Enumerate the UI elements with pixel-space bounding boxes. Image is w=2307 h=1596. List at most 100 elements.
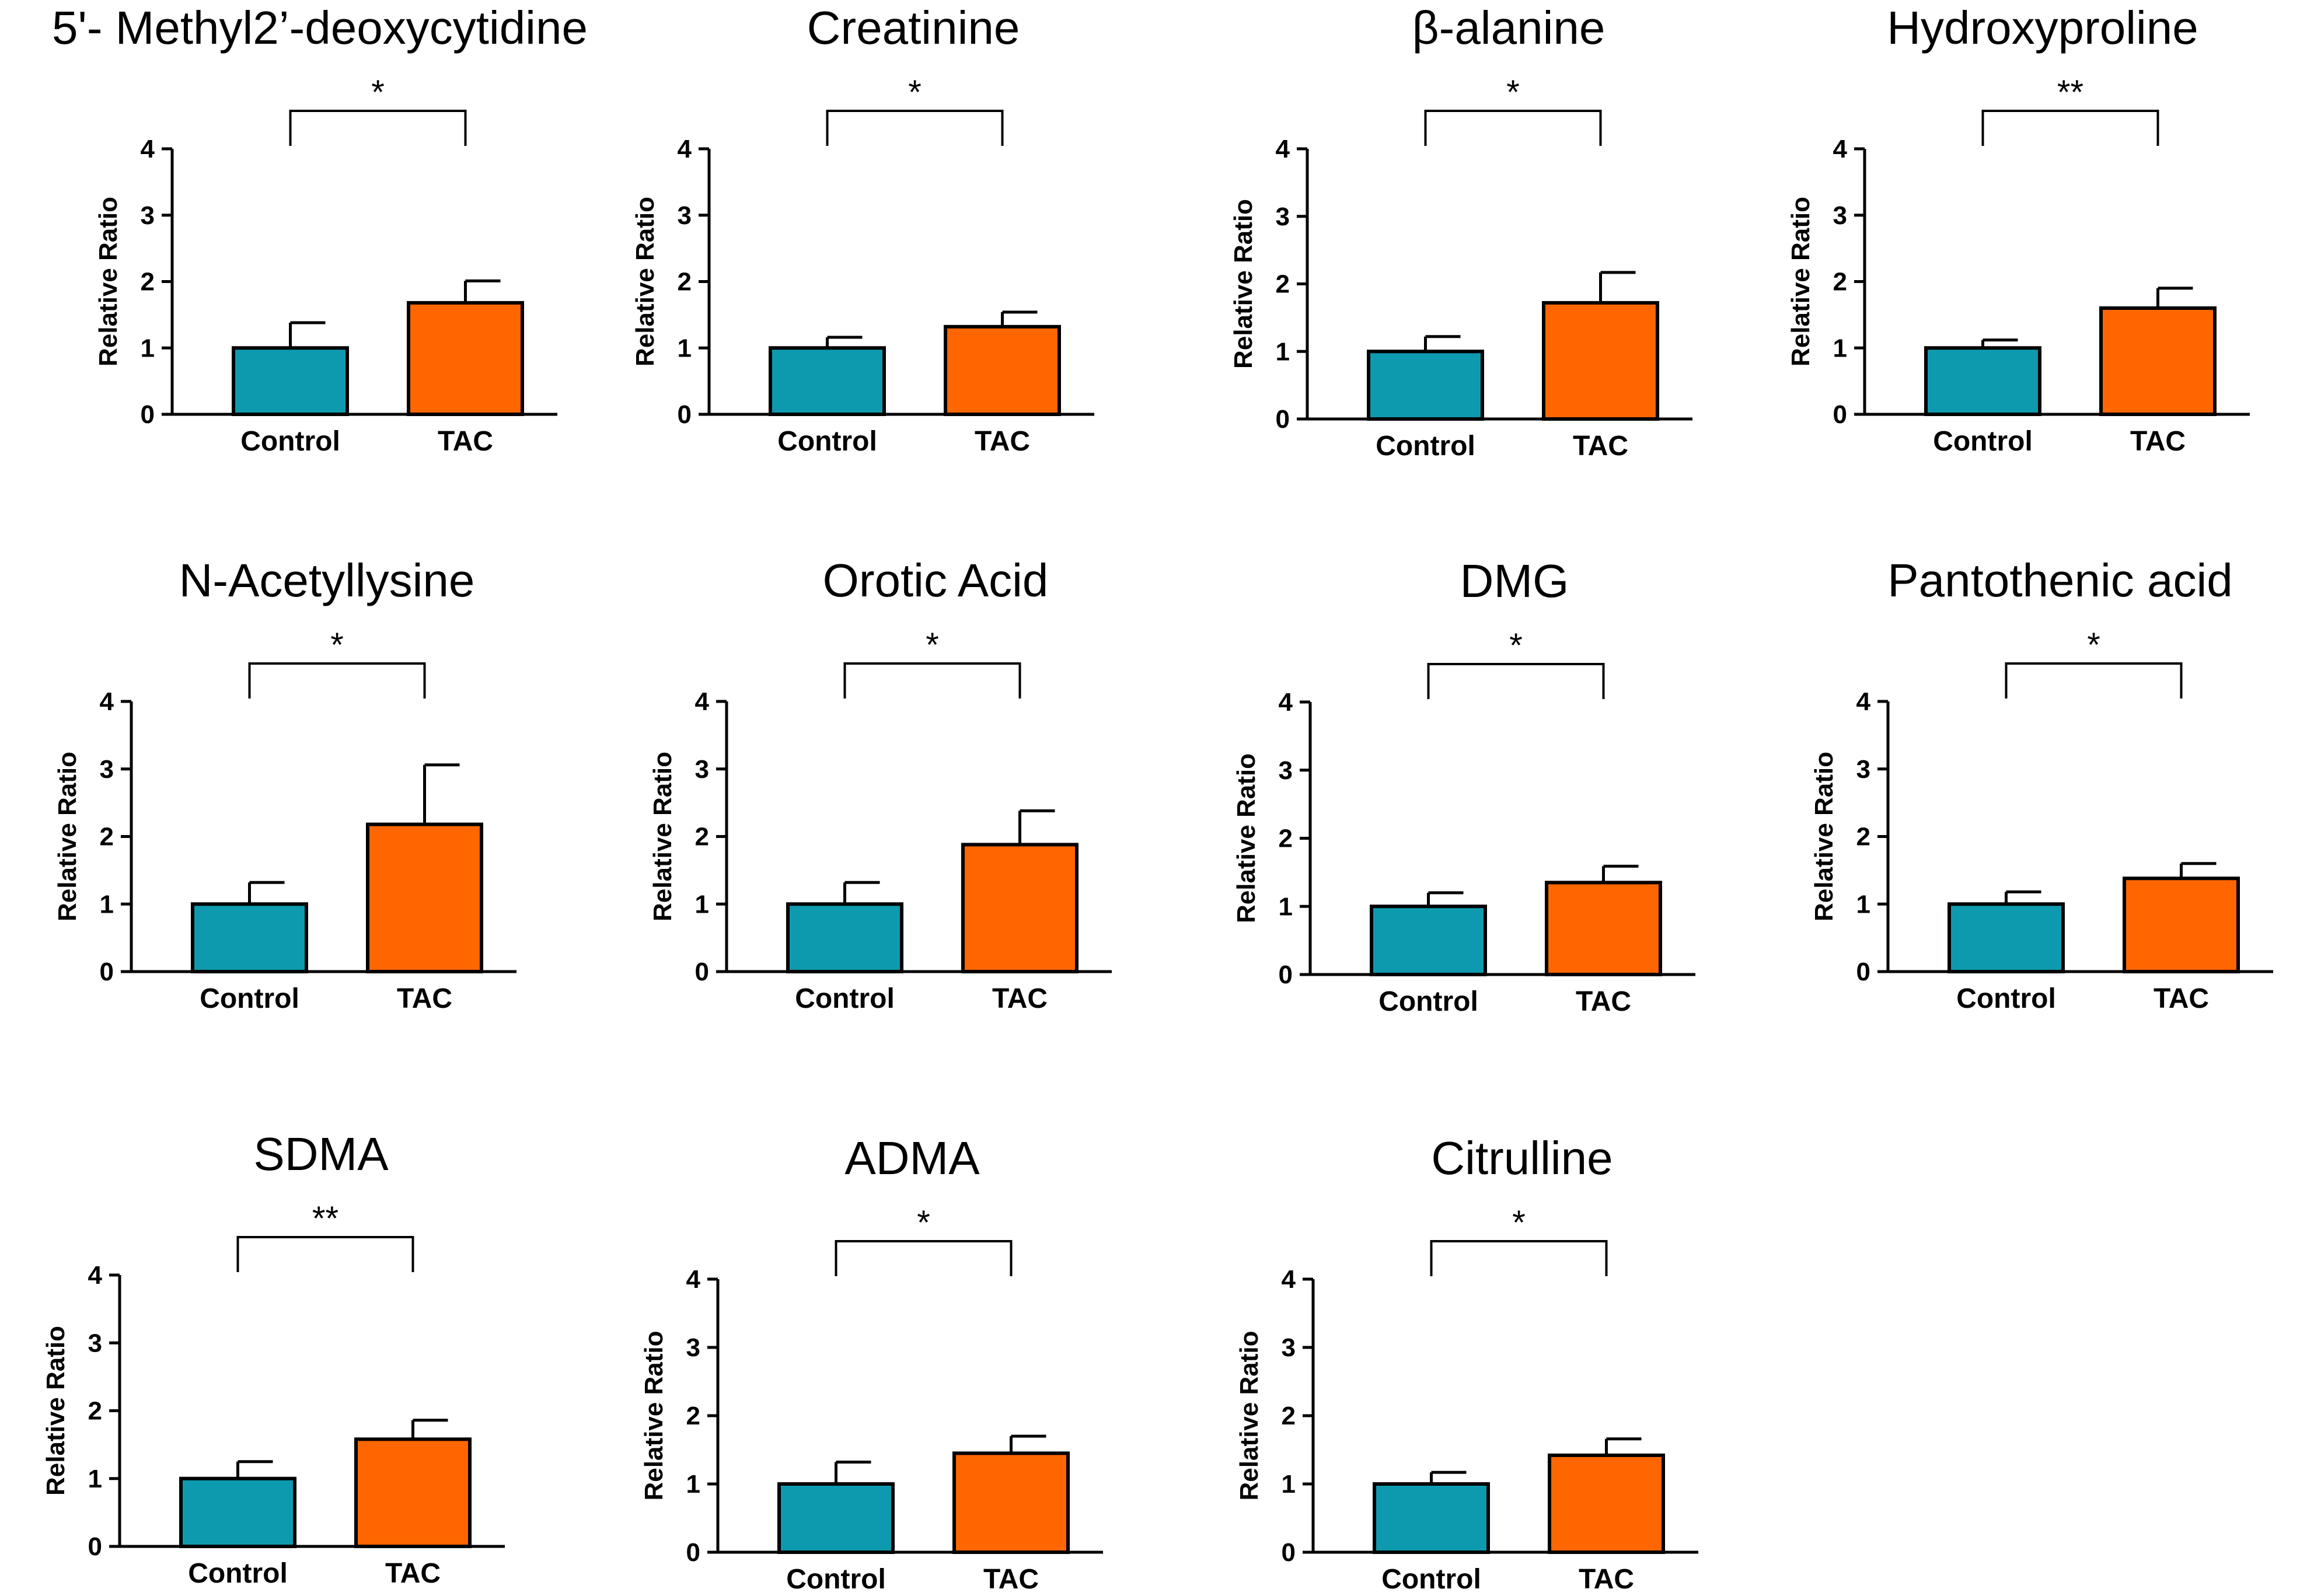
- significance-marker: **: [2057, 74, 2083, 111]
- chart-title: 5'- Methyl2’-deoxycytidine: [52, 2, 588, 54]
- y-tick-label: 2: [1282, 1402, 1296, 1430]
- bar-control: [1370, 904, 1487, 976]
- y-tick-label: 1: [686, 1470, 700, 1499]
- chart-panel: β-alanine 0 1 2 3 4 Relative Ratio Control TAC *: [1229, 2, 1692, 462]
- y-tick-label: 1: [141, 334, 155, 362]
- chart-panel: 5'- Methyl2’-deoxycytidine 0 1 2 3 4 Relative …: [52, 2, 588, 457]
- y-tick-label: 3: [1279, 756, 1293, 785]
- x-tick-label: TAC: [1573, 431, 1628, 462]
- bar-control: [232, 346, 349, 416]
- y-axis-label: Relative Ratio: [1810, 752, 1838, 921]
- y-axis-label: Relative Ratio: [53, 752, 82, 921]
- bar-tac: [944, 324, 1061, 416]
- y-tick-label: 3: [1833, 201, 1847, 230]
- chart-title: DMG: [1460, 555, 1569, 607]
- y-tick-label: 4: [695, 687, 710, 716]
- y-tick-label: 3: [1282, 1333, 1296, 1362]
- y-tick-label: 3: [88, 1329, 102, 1357]
- significance-bracket: [1981, 110, 2159, 146]
- chart-title: Creatinine: [807, 2, 1020, 54]
- y-axis-label: Relative Ratio: [648, 752, 677, 921]
- bar-control: [777, 1482, 895, 1554]
- y-tick-label: 1: [678, 334, 692, 362]
- y-tick-label: 0: [100, 958, 114, 986]
- significance-marker: *: [2087, 626, 2100, 664]
- chart-panel: Creatinine 0 1 2 3 4 Relative Ratio Control TAC *: [631, 2, 1094, 457]
- significance-marker: *: [1509, 627, 1523, 665]
- y-tick-label: 1: [1282, 1470, 1296, 1499]
- x-tick-label: TAC: [983, 1564, 1039, 1595]
- y-tick-label: 4: [686, 1265, 701, 1294]
- significance-marker: *: [917, 1204, 930, 1242]
- significance-bracket: [1430, 1240, 1608, 1276]
- y-tick-label: 1: [1279, 892, 1293, 921]
- x-tick-label: TAC: [2154, 983, 2209, 1014]
- y-tick-label: 0: [88, 1532, 102, 1561]
- x-tick-label: TAC: [1579, 1564, 1634, 1595]
- significance-marker: *: [371, 74, 385, 111]
- chart-title: N-Acetyllysine: [179, 554, 475, 606]
- bar-tac: [2123, 876, 2240, 974]
- bar-tac: [366, 822, 483, 974]
- chart-panel: N-Acetyllysine 0 1 2 3 4 Relative Ratio Control…: [53, 554, 516, 1014]
- y-tick-label: 3: [1856, 755, 1870, 784]
- bar-control: [1947, 902, 2065, 973]
- y-tick-label: 1: [1276, 337, 1290, 366]
- y-tick-label: 4: [1833, 135, 1848, 163]
- significance-bracket: [1424, 110, 1602, 146]
- bar-tac: [1542, 301, 1659, 421]
- x-tick-label: Control: [1378, 986, 1478, 1017]
- chart-title: β-alanine: [1412, 2, 1606, 54]
- y-tick-label: 2: [88, 1397, 102, 1426]
- y-tick-label: 4: [678, 135, 692, 163]
- x-tick-label: Control: [1376, 431, 1475, 462]
- bar-tac: [407, 301, 524, 417]
- significance-bracket: [826, 110, 1004, 146]
- y-tick-label: 1: [695, 890, 709, 919]
- y-axis-label: Relative Ratio: [640, 1331, 668, 1501]
- significance-marker: *: [1512, 1204, 1526, 1242]
- y-tick-label: 3: [100, 755, 114, 784]
- y-tick-label: 2: [1276, 270, 1290, 299]
- significance-marker: *: [330, 626, 344, 664]
- y-tick-label: 3: [1276, 202, 1290, 231]
- y-axis-label: Relative Ratio: [1235, 1331, 1264, 1501]
- chart-title: ADMA: [844, 1132, 980, 1184]
- y-tick-label: 3: [695, 755, 709, 784]
- y-tick-label: 0: [1856, 958, 1870, 986]
- bar-control: [786, 902, 903, 973]
- bar-control: [191, 902, 308, 973]
- x-tick-label: TAC: [438, 426, 493, 457]
- y-tick-label: 4: [1279, 688, 1293, 717]
- x-tick-label: Control: [200, 983, 299, 1014]
- bar-control: [1373, 1482, 1490, 1554]
- y-axis-label: Relative Ratio: [1232, 753, 1261, 923]
- significance-bracket: [1427, 663, 1605, 699]
- bar-tac: [2099, 306, 2217, 416]
- y-tick-label: 2: [141, 268, 155, 296]
- y-tick-label: 2: [100, 823, 114, 851]
- y-tick-label: 1: [1856, 890, 1870, 919]
- x-tick-label: Control: [1956, 983, 2056, 1014]
- bar-tac: [952, 1451, 1070, 1555]
- chart-panel: DMG 0 1 2 3 4 Relative Ratio Control TAC *: [1232, 555, 1695, 1017]
- x-tick-label: Control: [1933, 426, 2033, 457]
- chart-title: Hydroxyproline: [1887, 2, 2198, 54]
- y-tick-label: 0: [1279, 961, 1293, 989]
- chart-panel: Orotic Acid 0 1 2 3 4 Relative Ratio Control TAC…: [648, 554, 1112, 1014]
- y-tick-label: 2: [1856, 823, 1870, 851]
- x-tick-label: TAC: [397, 983, 452, 1014]
- y-tick-label: 1: [88, 1465, 102, 1493]
- chart-panel: SDMA 0 1 2 3 4 Relative Ratio Control TAC **: [41, 1128, 505, 1589]
- significance-bracket: [835, 1240, 1013, 1276]
- significance-marker: *: [908, 74, 922, 111]
- y-tick-label: 2: [686, 1402, 700, 1430]
- chart-title: Orotic Acid: [823, 554, 1049, 606]
- x-tick-label: Control: [795, 983, 895, 1014]
- y-tick-label: 4: [1276, 135, 1290, 163]
- chart-title: SDMA: [253, 1128, 389, 1180]
- y-tick-label: 1: [100, 890, 114, 919]
- x-tick-label: TAC: [1576, 986, 1631, 1017]
- bar-control: [769, 346, 886, 416]
